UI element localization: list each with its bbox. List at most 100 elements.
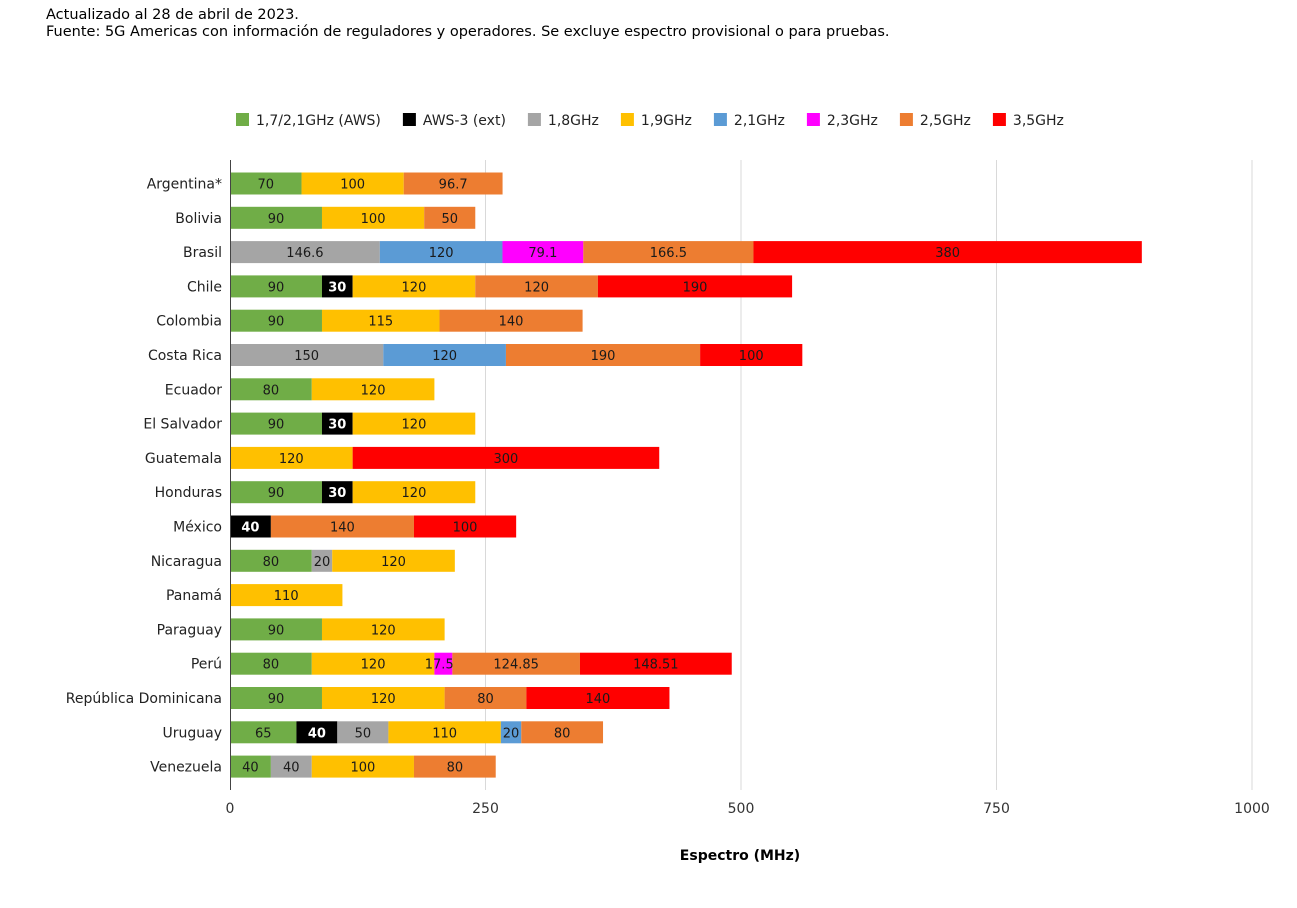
data-label-panama-1-9ghz: 110 [274, 589, 299, 604]
legend-label-2-5ghz: 2,5GHz [920, 113, 971, 129]
category-label-panama: Panamá [166, 588, 222, 604]
data-label-guatemala-1-9ghz: 120 [279, 452, 304, 467]
legend-label-1-8ghz: 1,8GHz [548, 113, 599, 129]
category-label-nicaragua: Nicaragua [151, 554, 222, 570]
bar-segment-guatemala-3-5ghz [352, 446, 660, 469]
x-tick-labels: 0 250 500 750 1000 [226, 801, 1270, 817]
data-label-peru-3-5ghz: 148.51 [633, 658, 679, 673]
legend-swatch-1-7-2-1ghz-aws [236, 113, 249, 126]
legend-swatch-3-5ghz [992, 113, 1006, 126]
bar-segment-venezuela-1-7-2-1ghz-aws [230, 755, 271, 778]
legend-item-3-5ghz: 3,5GHz [992, 113, 1064, 129]
data-label-brasil-3-5ghz: 380 [935, 246, 960, 261]
bar-segment-venezuela-1-8ghz [270, 755, 312, 778]
data-label-paraguay-1-9ghz: 120 [371, 623, 396, 638]
data-label-el-salvador-1-7-2-1ghz-aws: 90 [268, 418, 285, 433]
bar-segment-colombia-1-9ghz [321, 309, 440, 332]
bar-segment-republica-dominicana-1-9ghz [321, 687, 445, 709]
data-label-honduras-1-7-2-1ghz-aws: 90 [268, 486, 285, 501]
data-label-bolivia-2-5ghz: 50 [441, 212, 458, 227]
category-label-republica-dominicana: República Dominicana [66, 691, 222, 707]
bar-segment-mexico-2-5ghz [270, 515, 414, 538]
category-label-chile: Chile [187, 279, 222, 295]
data-label-chile-2-5ghz: 120 [524, 280, 549, 295]
bar-segment-argentina-1-7-2-1ghz-aws [230, 172, 302, 195]
bar-segment-el-salvador-1-9ghz [352, 412, 476, 435]
data-label-uruguay-1-7-2-1ghz-aws: 65 [255, 726, 272, 741]
bar-segment-honduras-1-9ghz [352, 481, 476, 504]
legend-item-1-7-2-1ghz-aws: 1,7/2,1GHz (AWS) [236, 113, 381, 129]
data-label-peru-1-9ghz: 120 [361, 658, 386, 673]
bar-segment-ecuador-1-7-2-1ghz-aws [230, 378, 312, 401]
bar-segment-colombia-1-7-2-1ghz-aws [230, 309, 322, 332]
legend-swatch-aws-3-ext [402, 113, 416, 126]
bar-segment-peru-2-5ghz [452, 652, 580, 675]
bar-segment-mexico-aws-3-ext [230, 515, 271, 538]
category-label-brasil: Brasil [183, 245, 222, 261]
category-label-guatemala: Guatemala [145, 451, 222, 467]
data-label-colombia-2-5ghz: 140 [499, 315, 524, 330]
data-label-peru-2-5ghz: 124.85 [493, 658, 539, 673]
bar-segment-costa-rica-3-5ghz [700, 344, 803, 366]
bar-segment-republica-dominicana-3-5ghz [526, 687, 670, 709]
bar-segment-venezuela-1-9ghz [311, 755, 414, 778]
legend-label-1-9ghz: 1,9GHz [641, 113, 692, 129]
bar-segment-honduras-aws-3-ext [321, 481, 353, 504]
legend-item-aws-3-ext: AWS-3 (ext) [402, 113, 506, 129]
category-label-bolivia: Bolivia [175, 211, 222, 227]
bar-segment-chile-2-5ghz [475, 275, 598, 298]
x-tick-label-750: 750 [983, 801, 1010, 817]
legend: 1,7/2,1GHz (AWS) AWS-3 (ext) 1,8GHz 1,9GHz 2… [236, 113, 1064, 129]
gridlines [485, 160, 1253, 790]
category-label-uruguay: Uruguay [163, 725, 223, 741]
bar-segment-panama-1-9ghz [230, 584, 343, 607]
data-label-venezuela-2-5ghz: 80 [447, 761, 464, 776]
data-label-chile-3-5ghz: 190 [683, 280, 708, 295]
data-label-brasil-1-8ghz: 146.6 [286, 246, 323, 261]
data-label-uruguay-1-9ghz: 110 [432, 726, 457, 741]
data-label-honduras-aws-3-ext: 30 [328, 486, 346, 501]
data-label-mexico-3-5ghz: 100 [453, 521, 478, 536]
bar-segment-nicaragua-1-8ghz [311, 549, 333, 572]
data-label-colombia-1-9ghz: 115 [368, 315, 393, 330]
data-label-nicaragua-1-7-2-1ghz-aws: 80 [263, 555, 280, 570]
legend-swatch-2-3ghz [806, 113, 820, 126]
data-label-chile-1-9ghz: 120 [402, 280, 427, 295]
data-label-mexico-2-5ghz: 140 [330, 521, 355, 536]
data-label-costa-rica-2-5ghz: 190 [591, 349, 616, 364]
bar-segment-ecuador-1-9ghz [311, 378, 435, 401]
legend-swatch-1-9ghz [620, 113, 634, 126]
x-tick-label-500: 500 [728, 801, 755, 817]
data-label-peru-1-7-2-1ghz-aws: 80 [263, 658, 280, 673]
bar-segment-uruguay-1-9ghz [388, 721, 501, 744]
bar-segment-el-salvador-1-7-2-1ghz-aws [230, 412, 322, 435]
x-axis-title: Espectro (MHz) [680, 848, 800, 864]
x-tick-label-250: 250 [472, 801, 499, 817]
data-label-uruguay-aws-3-ext: 40 [308, 726, 326, 741]
data-label-chile-aws-3-ext: 30 [328, 280, 346, 295]
category-label-venezuela: Venezuela [150, 760, 222, 776]
x-tick-label-0: 0 [226, 801, 235, 817]
legend-item-1-9ghz: 1,9GHz [620, 113, 692, 129]
x-tick-label-1000: 1000 [1234, 801, 1270, 817]
category-label-ecuador: Ecuador [165, 382, 222, 398]
category-label-peru: Perú [191, 657, 222, 673]
legend-label-2-3ghz: 2,3GHz [827, 113, 878, 129]
legend-label-aws-3-ext: AWS-3 (ext) [423, 113, 506, 129]
bar-segment-nicaragua-1-7-2-1ghz-aws [230, 549, 312, 572]
data-label-republica-dominicana-1-9ghz: 120 [371, 692, 396, 707]
data-label-venezuela-1-7-2-1ghz-aws: 40 [242, 761, 259, 776]
bar-segment-argentina-2-5ghz [403, 172, 503, 195]
data-label-ecuador-1-9ghz: 120 [361, 383, 386, 398]
bar-segment-bolivia-1-7-2-1ghz-aws [230, 206, 322, 229]
data-label-uruguay-2-1ghz: 20 [503, 726, 520, 741]
bar-segment-republica-dominicana-1-7-2-1ghz-aws [230, 687, 322, 709]
data-label-uruguay-2-5ghz: 80 [554, 726, 571, 741]
data-label-argentina-2-5ghz: 96.7 [439, 178, 468, 193]
bar-segment-venezuela-2-5ghz [413, 755, 496, 778]
data-label-nicaragua-1-8ghz: 20 [314, 555, 331, 570]
data-label-el-salvador-1-9ghz: 120 [402, 418, 427, 433]
legend-swatch-2-5ghz [899, 113, 913, 126]
legend-item-1-8ghz: 1,8GHz [527, 113, 599, 129]
bar-segment-nicaragua-1-9ghz [332, 549, 455, 572]
